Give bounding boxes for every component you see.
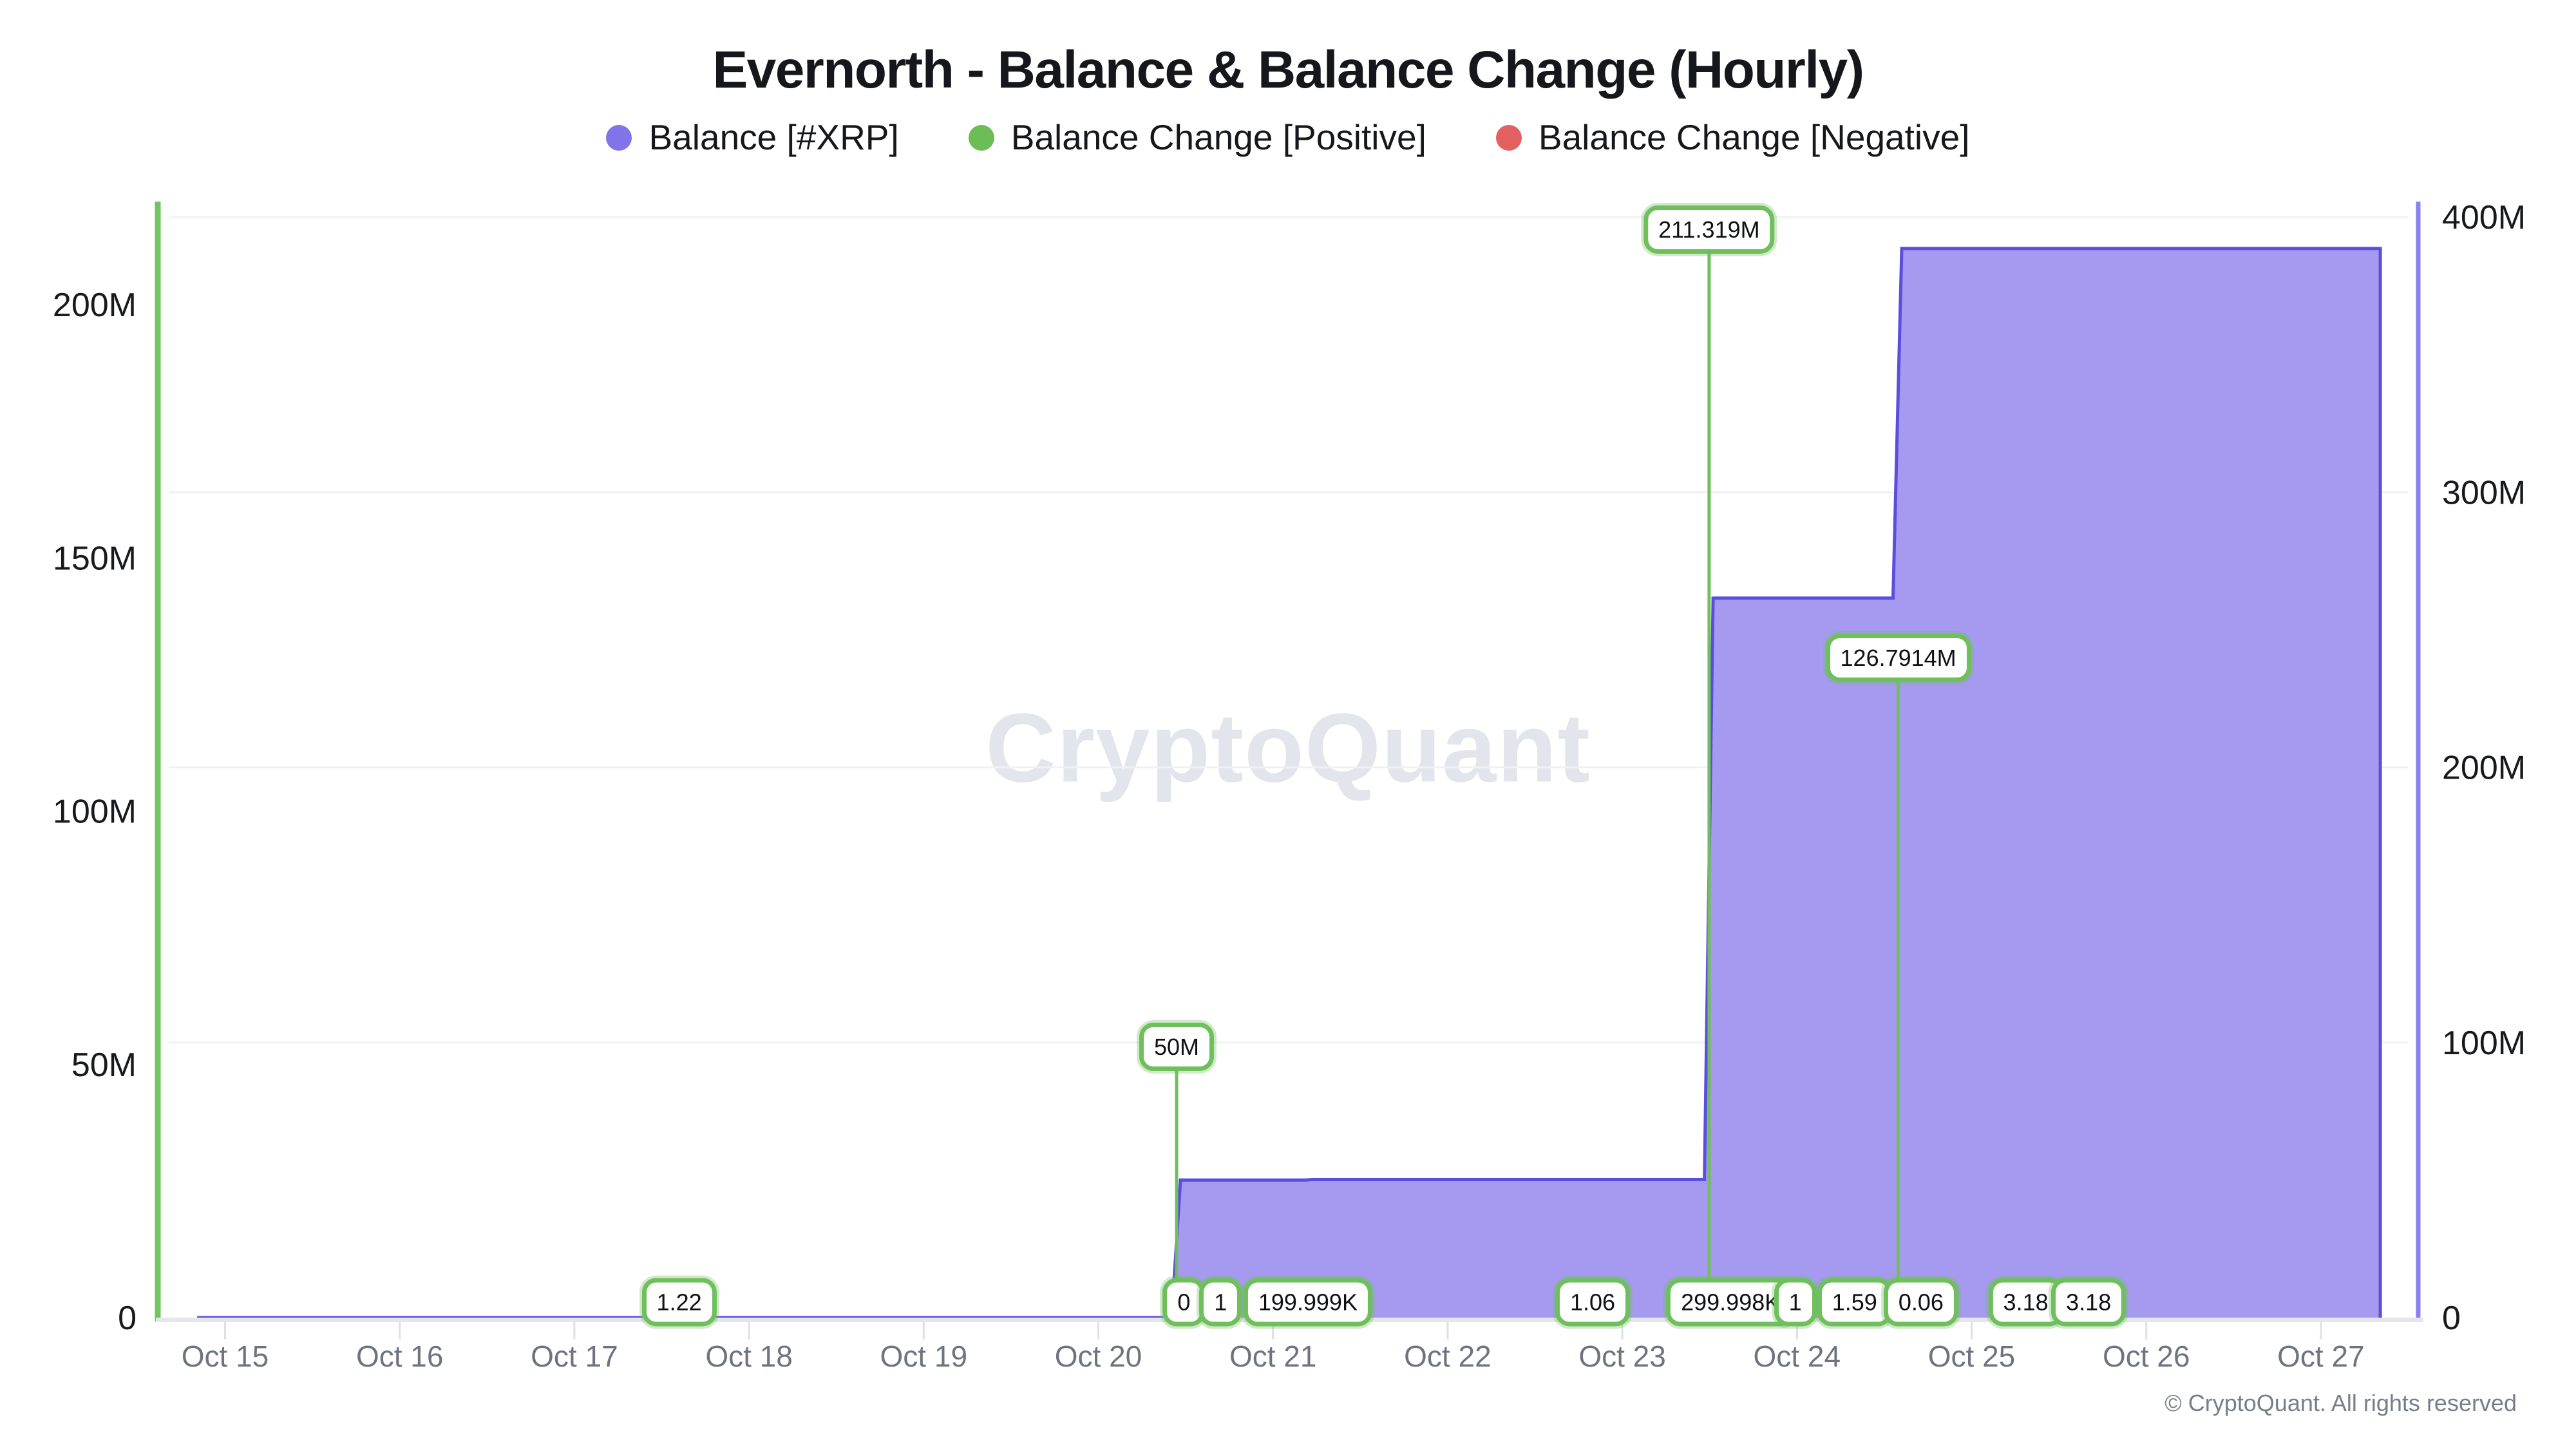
right-y-tick-label: 100M [2442,1025,2526,1062]
x-tick-label: Oct 19 [880,1340,968,1373]
x-tick-label: Oct 20 [1055,1340,1142,1373]
left-axis-labels: 0 50M 100M 150M 200M [53,287,137,1337]
balance-swatch-icon [606,124,632,151]
x-tick-label: Oct 27 [2277,1340,2365,1373]
x-tick-label: Oct 22 [1404,1340,1492,1373]
legend-label-balance: Balance [#XRP] [649,117,899,157]
right-axis-labels: 0 100M 200M 300M 400M [2442,199,2526,1337]
x-tick-label: Oct 23 [1578,1340,1666,1373]
legend-item-balance-change-positive[interactable]: Balance Change [Positive] [968,117,1426,157]
legend-label-negative: Balance Change [Negative] [1538,117,1970,157]
x-axis-baseline [156,1318,2423,1322]
positive-swatch-icon [968,124,994,151]
left-y-tick-label: 100M [53,793,137,831]
right-y-tick-label: 200M [2442,750,2526,787]
negative-swatch-icon [1495,124,1522,151]
right-y-tick-label: 0 [2442,1300,2461,1337]
legend-item-balance[interactable]: Balance [#XRP] [606,117,899,157]
x-axis-ticks: Oct 15 Oct 16 Oct 17 Oct 18 Oct 19 Oct 20 Oct … [182,1322,2365,1373]
x-tick-label: Oct 26 [2103,1340,2190,1373]
x-tick-label: Oct 16 [356,1340,444,1373]
left-y-tick-label: 0 [118,1300,137,1337]
right-y-tick-label: 400M [2442,199,2526,236]
left-y-tick-label: 50M [71,1046,137,1084]
change-bars [1175,247,1900,1318]
legend-item-balance-change-negative[interactable]: Balance Change [Negative] [1495,117,1970,157]
x-tick-label: Oct 17 [531,1340,618,1373]
left-y-tick-label: 150M [53,540,137,577]
x-tick-label: Oct 21 [1229,1340,1317,1373]
legend: Balance [#XRP] Balance Change [Positive]… [0,120,2576,155]
chart-title: Evernorth - Balance & Balance Change (Ho… [712,41,1864,99]
right-y-tick-label: 300M [2442,474,2526,511]
x-tick-label: Oct 24 [1754,1340,1841,1373]
cryptoquant-watermark: CryptoQuant [985,693,1591,803]
balance-area [197,248,2381,1318]
copyright-text: © CryptoQuant. All rights reserved [2164,1390,2517,1416]
x-tick-label: Oct 15 [182,1340,269,1373]
left-y-tick-label: 200M [53,287,137,324]
x-tick-label: Oct 25 [1928,1340,2016,1373]
x-tick-label: Oct 18 [705,1340,793,1373]
legend-label-positive: Balance Change [Positive] [1010,117,1426,157]
